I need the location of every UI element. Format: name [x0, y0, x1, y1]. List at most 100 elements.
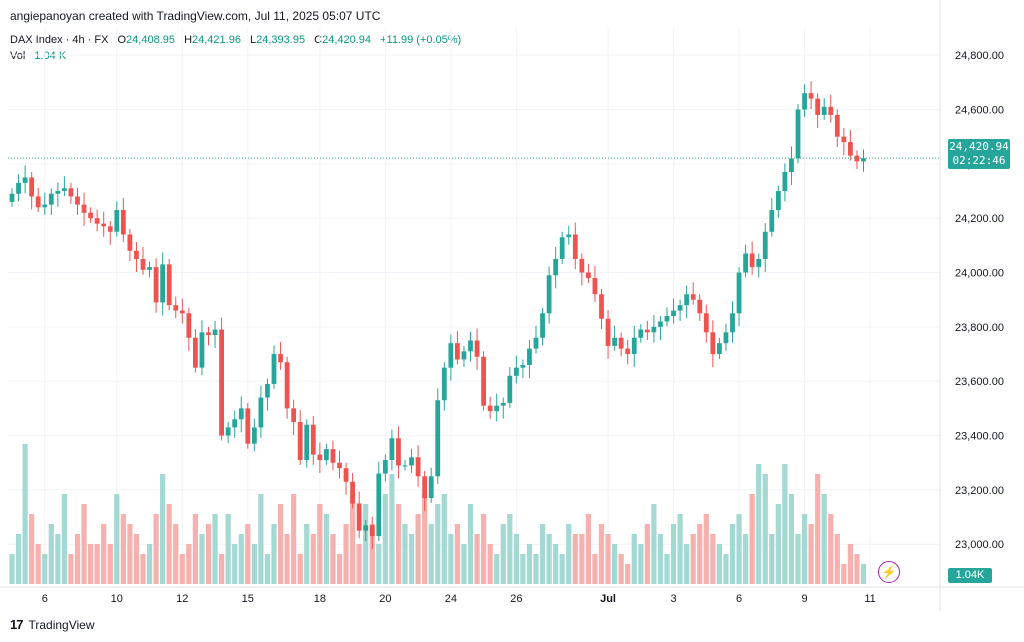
candle-body: [48, 193, 54, 205]
candle-body: [271, 354, 277, 384]
last-volume-tag: 1.04K: [948, 568, 992, 583]
candle-body: [461, 351, 467, 360]
candle-body: [513, 367, 519, 376]
candle-body: [474, 340, 480, 357]
volume-bar: [146, 544, 153, 584]
volume-bar: [618, 554, 624, 584]
candle-body: [546, 275, 552, 314]
candle-body: [62, 188, 67, 192]
volume-bar: [598, 524, 605, 584]
candle-body: [533, 337, 539, 349]
candle-body: [350, 481, 355, 504]
volume-bar: [592, 554, 598, 584]
candle-body: [363, 525, 369, 531]
volume-bar: [173, 524, 179, 584]
change-value: +11.99 (+0.05%): [380, 34, 462, 46]
candle-body: [710, 332, 716, 355]
x-tick-label: 10: [111, 593, 123, 605]
volume-bar: [775, 504, 781, 584]
volume-bar: [408, 534, 415, 584]
candle-body: [251, 427, 257, 444]
candle-body: [723, 332, 729, 344]
volume-bar: [539, 524, 546, 584]
candle-body: [114, 210, 120, 232]
volume-bar: [841, 564, 847, 584]
volume-bar: [205, 524, 212, 584]
open-label: O: [117, 34, 127, 46]
volume-bar: [389, 474, 395, 584]
candle-body: [586, 272, 591, 278]
candle-body: [343, 468, 349, 482]
candle-body: [68, 188, 74, 197]
volume-bar: [435, 504, 441, 584]
candle-body: [356, 503, 362, 531]
volume-bar: [801, 514, 808, 584]
candle-body: [258, 397, 264, 428]
x-tick-label: 12: [176, 593, 188, 605]
candle-body: [134, 250, 139, 259]
volume-bar: [251, 544, 257, 584]
symbol-label[interactable]: DAX Index · 4h · FX: [10, 34, 109, 46]
volume-bar: [415, 514, 421, 584]
volume-bar: [448, 534, 454, 584]
candle-body: [775, 191, 781, 211]
volume-bar: [42, 554, 48, 584]
volume-bar: [566, 524, 572, 584]
volume-bar: [474, 534, 480, 584]
volume-bar: [710, 534, 716, 584]
volume-bar: [585, 514, 591, 584]
volume-bar: [120, 514, 126, 584]
x-tick-label: 18: [314, 593, 326, 605]
y-tick-label: 24,600.00: [955, 105, 1004, 117]
candle-body: [389, 438, 395, 461]
y-tick-label: 24,800.00: [955, 50, 1004, 62]
volume-bar: [756, 464, 762, 584]
candle-body: [644, 329, 650, 333]
brand-name: TradingView: [28, 617, 95, 632]
candle-body: [527, 348, 532, 365]
volume-bar: [729, 524, 736, 584]
high-label: H: [184, 34, 193, 46]
volume-value: 1.04 K: [34, 50, 67, 62]
low-label: L: [250, 34, 257, 46]
volume-bar: [192, 514, 198, 584]
volume-bar: [487, 544, 493, 584]
candle-body: [428, 476, 434, 499]
footer-brand[interactable]: 17 TradingView: [10, 617, 95, 632]
open-value: 24,408.95: [126, 34, 175, 46]
candle-body: [75, 196, 80, 205]
volume-bar: [61, 494, 67, 584]
close-value: 24,420.94: [322, 34, 372, 46]
volume-bar: [723, 554, 729, 584]
x-tick-label: 24: [445, 593, 457, 605]
candle-body: [402, 465, 408, 467]
candle-body: [42, 204, 48, 208]
volume-bar: [199, 534, 205, 584]
candle-body: [265, 383, 270, 398]
ohlc-legend[interactable]: DAX Index · 4h · FX O24,408.95 H24,421.9…: [10, 34, 461, 46]
volume-bar: [186, 544, 192, 584]
volume-bar: [788, 494, 795, 584]
volume-bar: [860, 564, 867, 584]
volume-bar: [402, 524, 408, 584]
volume-bar: [441, 494, 447, 584]
candle-body: [828, 106, 834, 115]
volume-legend[interactable]: Vol 1.04 K: [10, 50, 66, 62]
volume-bar: [310, 534, 316, 584]
volume-bar: [769, 534, 775, 584]
candle-body: [107, 226, 113, 232]
y-tick-label: 24,000.00: [955, 268, 1004, 280]
x-tick-label: 9: [801, 593, 807, 605]
x-tick-label: 6: [42, 593, 48, 605]
lightning-bolt-icon[interactable]: ⚡: [878, 561, 900, 583]
volume-bar: [245, 524, 251, 584]
volume-bar: [743, 534, 749, 584]
volume-bar: [847, 544, 853, 584]
candle-body: [566, 234, 572, 238]
candle-body: [618, 337, 624, 349]
volume-bar: [657, 534, 664, 584]
candle-body: [284, 362, 290, 409]
volume-bar: [395, 504, 402, 584]
volume-bar: [467, 504, 474, 584]
